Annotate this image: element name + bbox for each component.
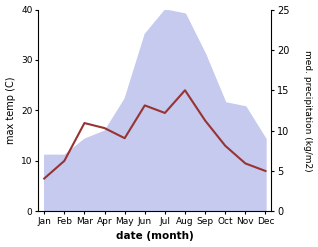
Y-axis label: max temp (C): max temp (C) [5,77,16,144]
X-axis label: date (month): date (month) [116,231,194,242]
Y-axis label: med. precipitation (kg/m2): med. precipitation (kg/m2) [303,50,313,171]
